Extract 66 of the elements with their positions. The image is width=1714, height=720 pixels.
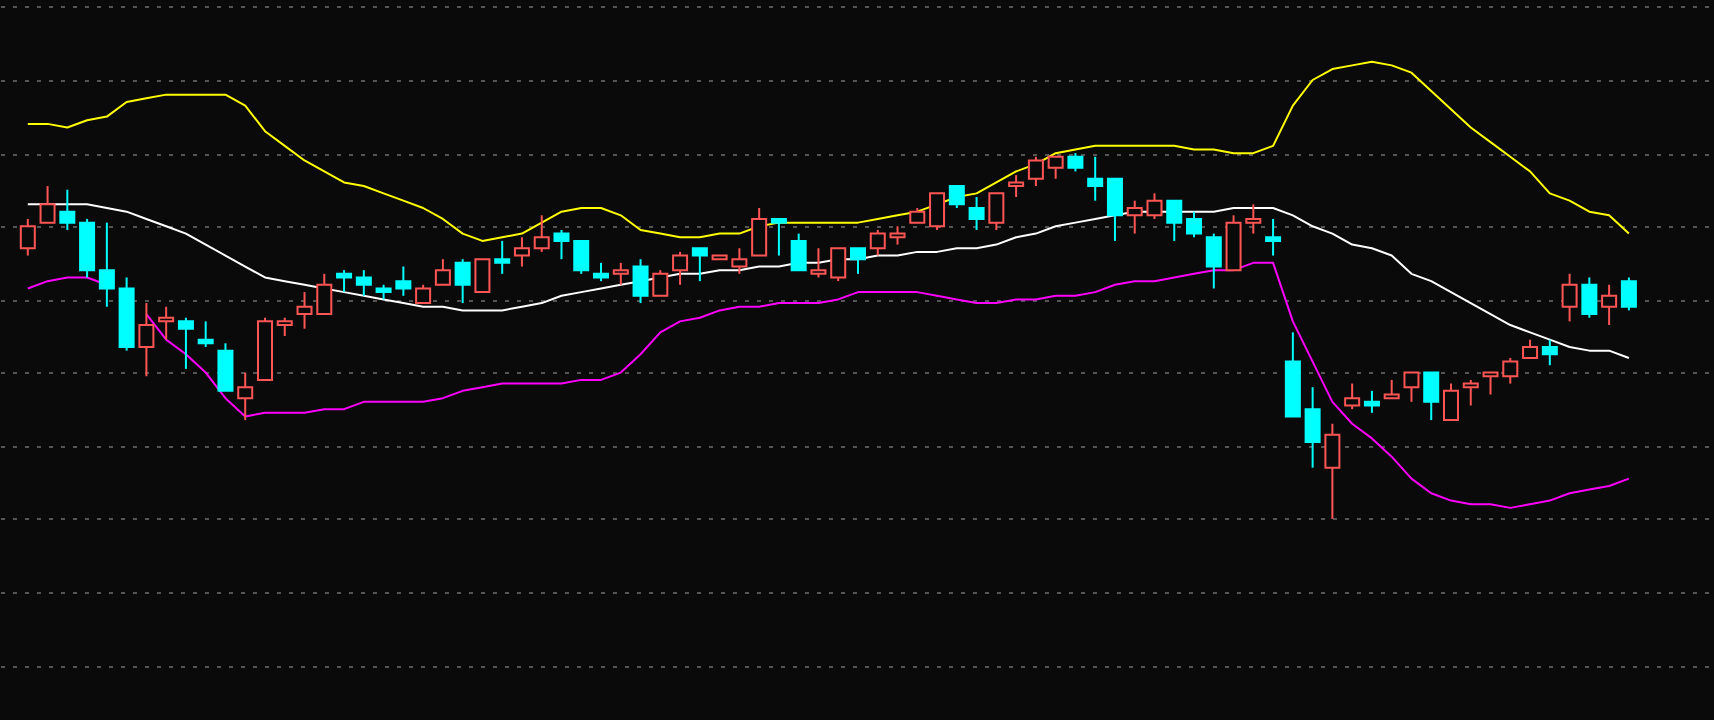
candlestick xyxy=(1067,152,1084,173)
candlestick xyxy=(336,269,353,294)
candlestick xyxy=(494,239,511,275)
candlestick xyxy=(1205,232,1222,290)
candlestick xyxy=(1423,371,1440,422)
candlestick xyxy=(573,239,590,275)
candlestick xyxy=(593,261,610,283)
candlestick xyxy=(849,247,866,275)
candlestick xyxy=(790,232,807,272)
candlestick xyxy=(513,236,530,268)
candlestick xyxy=(553,228,570,261)
candlestick xyxy=(968,196,985,231)
candlestick xyxy=(810,247,827,279)
candlestick xyxy=(79,217,96,279)
candlestick xyxy=(1166,199,1183,242)
candlestick xyxy=(988,192,1005,231)
candlestick xyxy=(1008,174,1025,199)
candlestick xyxy=(454,258,471,305)
candlestick xyxy=(1442,382,1459,422)
candlestick xyxy=(98,221,115,308)
candlestick xyxy=(474,258,491,294)
candlestick xyxy=(672,250,689,286)
candlestick xyxy=(1324,422,1341,520)
candlestick xyxy=(138,302,155,378)
candlestick xyxy=(1047,155,1064,180)
candlestick xyxy=(1106,177,1123,242)
candlestick xyxy=(1601,283,1618,327)
candlestick xyxy=(652,269,669,297)
candlestick xyxy=(691,247,708,283)
candlestick xyxy=(276,316,293,337)
candlestick xyxy=(158,305,175,341)
candlestick xyxy=(1186,210,1203,239)
candlestick xyxy=(217,342,234,392)
candlestick xyxy=(830,247,847,283)
candlestick xyxy=(929,192,946,231)
candlestick xyxy=(1462,378,1479,407)
candlestick xyxy=(237,371,254,422)
candlestick xyxy=(1027,155,1044,188)
candlestick xyxy=(1522,338,1539,359)
candlestick xyxy=(533,214,550,253)
candlestick xyxy=(1363,389,1380,414)
candlestick xyxy=(1561,272,1578,323)
candlestick xyxy=(948,185,965,209)
candlestick xyxy=(1620,276,1637,312)
candlestick xyxy=(415,283,432,305)
candlestick xyxy=(889,225,906,246)
candlestick xyxy=(1541,338,1558,367)
candlestick xyxy=(770,217,787,257)
candlestick xyxy=(612,261,629,286)
candlestick xyxy=(1403,371,1420,403)
candlestick xyxy=(1304,386,1321,469)
candlestick xyxy=(869,228,886,257)
candlestick xyxy=(39,185,56,224)
candlestick xyxy=(1581,276,1598,319)
candlestick xyxy=(177,316,194,370)
candlestick xyxy=(1383,378,1400,400)
candlestick xyxy=(632,258,649,305)
candlestick xyxy=(59,188,76,231)
candlestick xyxy=(1265,217,1282,257)
candlestick xyxy=(751,207,768,257)
candlestick xyxy=(355,269,372,297)
candlestick xyxy=(434,258,451,286)
candlestick xyxy=(197,320,214,348)
candlestick xyxy=(19,217,36,257)
candlestick xyxy=(1087,155,1104,202)
candlestick xyxy=(1344,382,1361,411)
